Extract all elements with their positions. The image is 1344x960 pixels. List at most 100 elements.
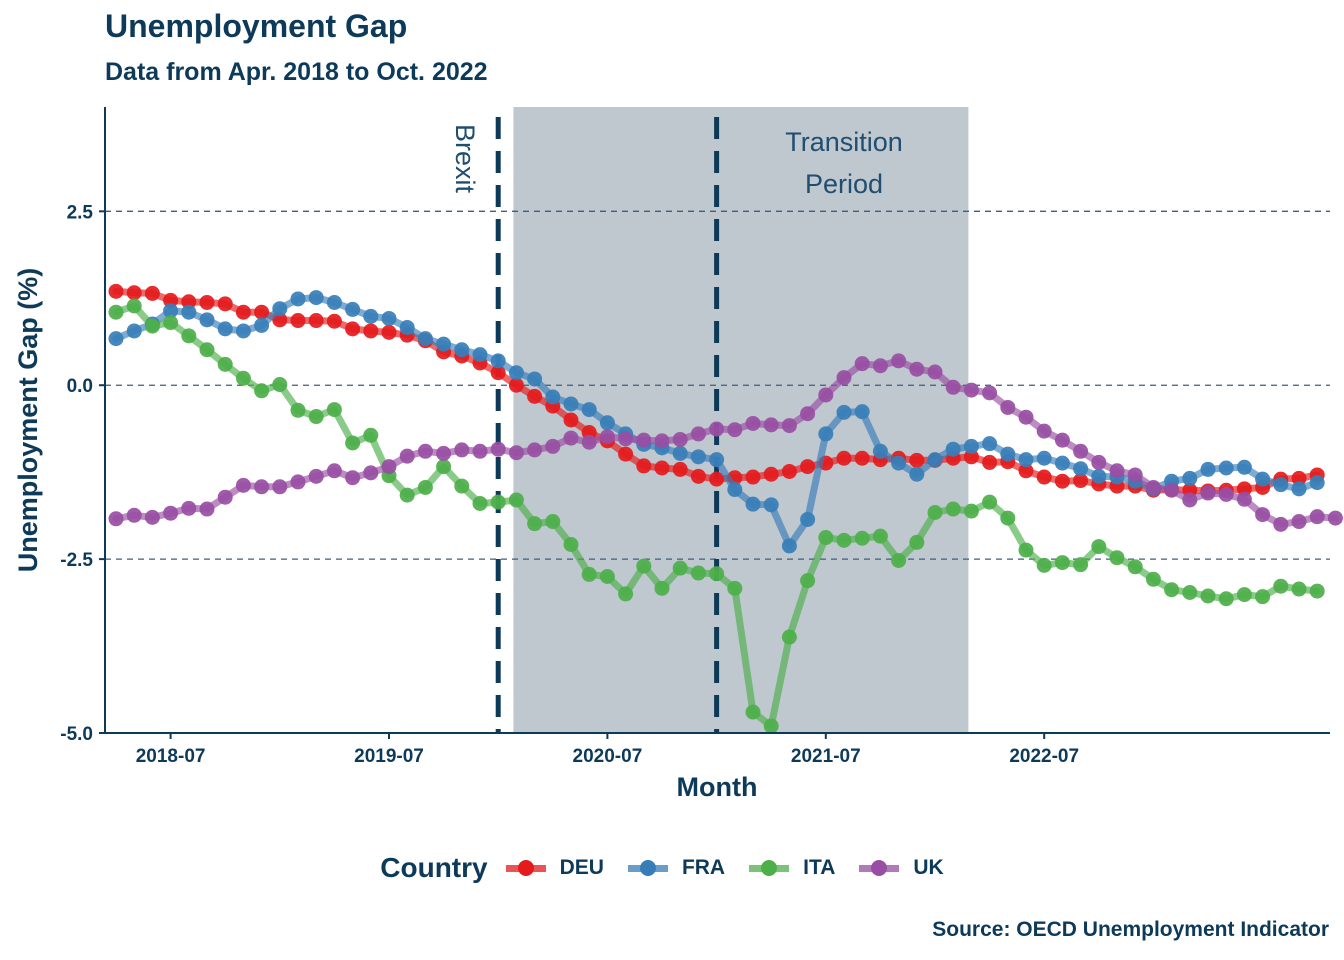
data-point-ita xyxy=(308,409,324,425)
data-point-deu xyxy=(181,294,197,310)
data-point-ita xyxy=(654,580,670,596)
data-point-uk xyxy=(308,468,324,484)
data-point-deu xyxy=(1018,463,1034,479)
data-point-fra xyxy=(163,303,179,319)
data-point-fra xyxy=(508,365,524,381)
data-point-fra xyxy=(763,497,779,513)
data-point-fra xyxy=(272,301,288,317)
data-point-deu xyxy=(217,296,233,312)
data-point-ita xyxy=(1073,557,1089,573)
data-point-fra xyxy=(1182,470,1198,486)
data-point-deu xyxy=(672,461,688,477)
data-point-fra xyxy=(417,331,433,347)
data-point-uk xyxy=(872,358,888,374)
data-point-uk xyxy=(982,385,998,401)
data-point-ita xyxy=(1291,581,1307,597)
data-point-uk xyxy=(363,465,379,481)
brexit-label: Brexit xyxy=(450,124,480,194)
legend-key-uk xyxy=(855,853,903,883)
data-point-fra xyxy=(363,308,379,324)
data-point-fra xyxy=(563,396,579,412)
data-point-fra xyxy=(690,449,706,465)
data-point-ita xyxy=(290,402,306,418)
data-point-deu xyxy=(1236,481,1252,497)
data-point-fra xyxy=(490,353,506,369)
data-point-ita xyxy=(217,356,233,372)
legend-item-fra: FRA xyxy=(624,853,725,883)
y-tick-label: -5.0 xyxy=(60,724,93,745)
data-point-uk xyxy=(108,511,124,527)
data-point-fra xyxy=(872,443,888,459)
x-tick-label: 2019-07 xyxy=(354,746,424,767)
data-point-ita xyxy=(399,487,415,503)
data-point-fra xyxy=(982,436,998,452)
data-point-deu xyxy=(345,321,361,337)
shaded-region-label-line-1: Transition xyxy=(785,127,903,157)
data-point-uk xyxy=(963,382,979,398)
data-point-fra xyxy=(308,290,324,306)
data-point-ita xyxy=(363,427,379,443)
data-point-fra xyxy=(527,371,543,387)
data-point-deu xyxy=(163,292,179,308)
data-point-ita xyxy=(163,315,179,331)
data-point-ita xyxy=(181,328,197,344)
data-point-uk xyxy=(1036,423,1052,439)
data-point-ita xyxy=(254,383,270,399)
data-point-fra xyxy=(963,438,979,454)
data-point-fra xyxy=(199,312,215,328)
data-point-uk xyxy=(1182,492,1198,508)
data-point-uk xyxy=(1236,491,1252,507)
data-point-fra xyxy=(818,426,834,442)
data-point-deu xyxy=(144,285,160,301)
data-point-fra xyxy=(909,466,925,482)
data-point-fra xyxy=(381,310,397,326)
data-point-fra xyxy=(1255,471,1271,487)
data-point-deu xyxy=(199,294,215,310)
data-point-uk xyxy=(527,442,543,458)
data-point-uk xyxy=(545,438,561,454)
data-point-uk xyxy=(836,370,852,386)
data-point-fra xyxy=(1054,455,1070,471)
data-point-ita xyxy=(945,501,961,517)
data-point-deu xyxy=(363,323,379,339)
data-point-fra xyxy=(836,404,852,420)
data-point-uk xyxy=(800,406,816,422)
data-point-uk xyxy=(508,445,524,461)
data-point-fra xyxy=(181,304,197,320)
data-point-deu xyxy=(982,454,998,470)
data-point-ita xyxy=(326,402,342,418)
legend-label-ita: ITA xyxy=(803,856,836,879)
data-point-deu xyxy=(690,468,706,484)
data-point-uk xyxy=(1018,409,1034,425)
data-point-deu xyxy=(781,463,797,479)
data-point-fra xyxy=(709,452,725,468)
data-point-uk xyxy=(490,441,506,457)
data-point-uk xyxy=(235,477,251,493)
data-point-ita xyxy=(1054,555,1070,571)
legend: Country DEU FRA ITA UK xyxy=(0,852,1344,884)
data-point-deu xyxy=(800,459,816,475)
data-point-fra xyxy=(454,342,470,358)
data-point-ita xyxy=(1236,587,1252,603)
data-point-fra xyxy=(727,482,743,498)
data-point-ita xyxy=(581,566,597,582)
legend-key-fra xyxy=(624,853,672,883)
data-point-fra xyxy=(235,323,251,339)
data-point-uk xyxy=(199,501,215,517)
data-point-fra xyxy=(945,441,961,457)
data-point-ita xyxy=(1036,557,1052,573)
data-point-fra xyxy=(854,404,870,420)
data-point-uk xyxy=(272,479,288,495)
legend-label-fra: FRA xyxy=(681,856,726,879)
data-point-uk xyxy=(290,474,306,490)
data-point-deu xyxy=(709,471,725,487)
data-point-ita xyxy=(800,573,816,589)
data-point-deu xyxy=(1073,473,1089,489)
data-point-deu xyxy=(1054,473,1070,489)
data-point-deu xyxy=(508,377,524,393)
data-point-deu xyxy=(126,285,142,301)
data-point-ita xyxy=(1255,589,1271,605)
chart-svg: -5.0 -2.5 0.0 2.5 2018-07 2019-07 2020-07 2021-… xyxy=(13,107,1343,802)
y-tick-label: -2.5 xyxy=(60,550,93,571)
data-point-uk xyxy=(1218,486,1234,502)
